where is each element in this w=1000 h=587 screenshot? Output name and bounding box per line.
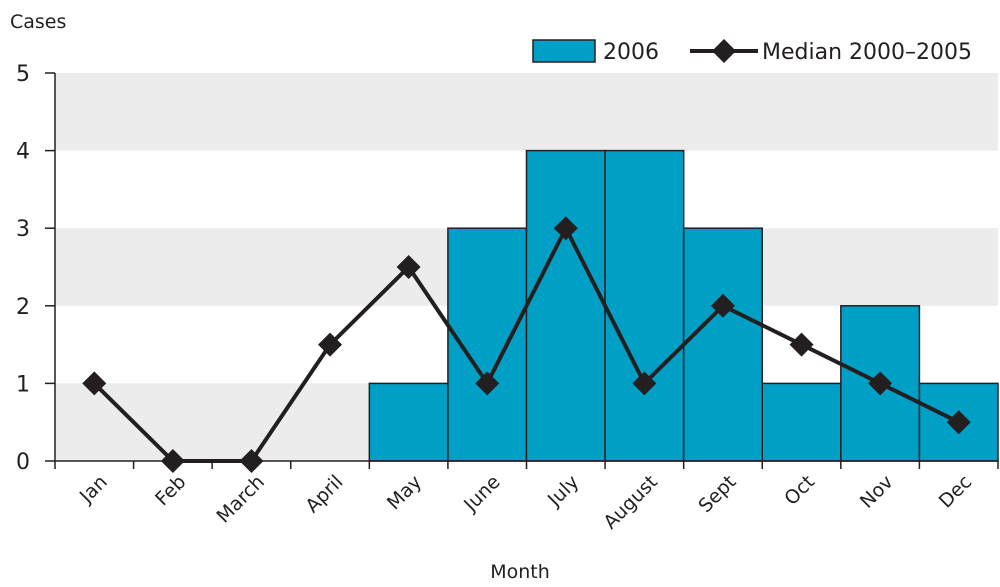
y-tick-label: 5 xyxy=(16,62,30,87)
x-tick-label-sept: Sept xyxy=(694,471,740,517)
median-marker-sept xyxy=(710,293,735,318)
y-tick-label: 1 xyxy=(16,372,30,397)
median-line xyxy=(92,223,960,463)
median-marker-august xyxy=(632,371,657,396)
x-tick-label-feb: Feb xyxy=(151,471,190,510)
bars xyxy=(368,149,999,462)
x-tick-label-august: August xyxy=(599,471,662,534)
legend: 2006 Median 2000–2005 xyxy=(532,39,972,65)
x-tick-label-may: May xyxy=(383,471,426,514)
x-tick-label-oct: Oct xyxy=(780,471,819,510)
x-tick-label-april: April xyxy=(301,471,347,517)
x-tick-label-june: June xyxy=(459,471,505,517)
bar-august xyxy=(604,149,685,462)
legend-bar-swatch xyxy=(532,39,596,63)
median-marker-july xyxy=(553,216,578,241)
x-tick-label-july: July xyxy=(543,471,583,511)
legend-bar-label: 2006 xyxy=(603,40,659,65)
bar-july xyxy=(525,149,606,462)
legend-line-label: Median 2000–2005 xyxy=(762,40,972,65)
median-marker-dec xyxy=(946,410,971,435)
y-tick-label: 3 xyxy=(16,217,30,242)
legend-line-marker xyxy=(712,39,736,63)
y-axis-title: Cases xyxy=(10,11,66,33)
bar-sept xyxy=(682,227,764,462)
median-marker-may xyxy=(396,255,421,279)
median-marker-jan xyxy=(82,371,107,396)
median-marker-oct xyxy=(789,332,814,357)
median-marker-nov xyxy=(868,371,893,396)
median-polyline xyxy=(92,223,960,463)
y-tick-label: 4 xyxy=(16,140,30,165)
y-tick-label: 0 xyxy=(16,450,30,475)
markers xyxy=(82,216,971,473)
bar-may xyxy=(368,382,449,462)
x-tick-label-jan: Jan xyxy=(75,471,112,508)
x-tick-label-march: March xyxy=(212,471,269,528)
median-marker-april xyxy=(318,332,343,357)
y-tick-labels: 0 1 2 3 4 5 xyxy=(16,62,30,475)
median-marker-june xyxy=(475,371,500,396)
grid-band xyxy=(55,73,998,151)
x-tick-labels: Jan Feb March April May June July August Sept Oct… xyxy=(75,471,976,534)
x-tick-label-nov: Nov xyxy=(856,471,898,513)
x-axis-title: Month xyxy=(490,561,550,583)
x-tick-label-dec: Dec xyxy=(935,471,977,513)
y-tick-label: 2 xyxy=(16,295,30,320)
median-marker-march xyxy=(239,449,264,473)
median-marker-feb xyxy=(160,449,185,473)
bar-oct xyxy=(761,382,842,462)
